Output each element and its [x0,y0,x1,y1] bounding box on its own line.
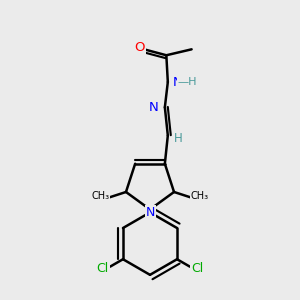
Text: N: N [172,76,182,88]
Text: —H: —H [177,77,197,87]
Text: H: H [174,132,183,145]
Text: CH₃: CH₃ [91,191,109,201]
Text: N: N [149,101,158,114]
Text: O: O [134,41,145,54]
Text: Cl: Cl [97,262,109,275]
Text: CH₃: CH₃ [191,191,209,201]
Text: Cl: Cl [191,262,203,275]
Text: N: N [146,206,155,219]
